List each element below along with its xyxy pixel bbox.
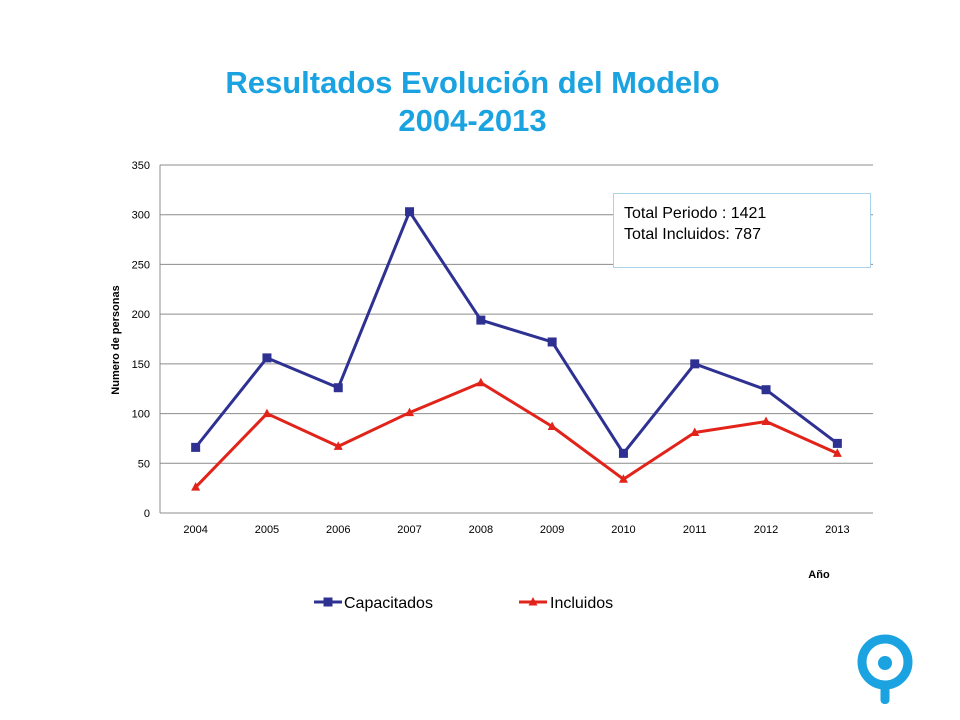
x-tick-label-2013: 2013 bbox=[825, 524, 849, 536]
x-tick-label-2011: 2011 bbox=[683, 524, 707, 536]
data-point-capacitados-2009 bbox=[547, 337, 557, 347]
x-tick-label-2012: 2012 bbox=[754, 524, 778, 536]
data-point-capacitados-2010 bbox=[618, 448, 628, 458]
series-line-capacitados bbox=[194, 210, 839, 455]
totals-info-box: Total Periodo : 1421 Total Incluidos: 78… bbox=[613, 193, 871, 268]
y-tick-label-100: 100 bbox=[132, 409, 150, 421]
series-line-incluidos bbox=[194, 381, 838, 489]
x-axis-label: Año bbox=[808, 569, 830, 581]
data-point-incluidos-2007 bbox=[405, 407, 415, 417]
total-incluidos-text: Total Incluidos: 787 bbox=[624, 226, 761, 243]
data-point-capacitados-2011 bbox=[690, 359, 700, 369]
chart-title-line-2: 2004-2013 bbox=[398, 103, 547, 138]
magnifier-person-icon bbox=[857, 634, 913, 704]
data-point-capacitados-2008 bbox=[476, 315, 486, 325]
x-tick-label-2004: 2004 bbox=[183, 524, 207, 536]
data-point-incluidos-2011 bbox=[690, 427, 700, 436]
y-tick-label-150: 150 bbox=[132, 359, 150, 371]
y-tick-label-50: 50 bbox=[138, 458, 150, 470]
legend-label-incluidos: Incluidos bbox=[550, 595, 613, 612]
x-tick-label-2005: 2005 bbox=[255, 524, 279, 536]
y-tick-label-300: 300 bbox=[132, 210, 150, 222]
data-point-capacitados-2005 bbox=[262, 353, 272, 363]
x-tick-label-2010: 2010 bbox=[611, 524, 635, 536]
data-point-incluidos-2004 bbox=[191, 482, 201, 491]
data-point-incluidos-2013 bbox=[832, 448, 842, 457]
data-point-capacitados-2006 bbox=[333, 383, 343, 393]
y-tick-label-200: 200 bbox=[132, 309, 150, 321]
legend-marker-incluidos bbox=[528, 597, 538, 606]
data-point-capacitados-2012 bbox=[761, 385, 771, 395]
x-tick-label-2008: 2008 bbox=[469, 524, 493, 536]
data-point-capacitados-2004 bbox=[191, 442, 201, 452]
data-point-incluidos-2006 bbox=[333, 441, 343, 450]
data-point-incluidos-2012 bbox=[761, 416, 771, 426]
chart-title: Resultados Evolución del Modelo 2004-201… bbox=[0, 64, 945, 140]
legend-label-capacitados: Capacitados bbox=[344, 595, 433, 612]
data-point-incluidos-2005 bbox=[262, 408, 272, 418]
chart-title-line-1: Resultados Evolución del Modelo bbox=[225, 65, 720, 100]
total-periodo-text: Total Periodo : 1421 bbox=[624, 205, 767, 222]
y-tick-label-350: 350 bbox=[132, 160, 150, 172]
x-tick-label-2009: 2009 bbox=[540, 524, 564, 536]
data-point-capacitados-2007 bbox=[405, 207, 415, 217]
data-point-incluidos-2010 bbox=[618, 474, 628, 483]
x-tick-label-2007: 2007 bbox=[397, 524, 421, 536]
legend-marker-capacitados bbox=[323, 597, 333, 607]
y-tick-label-250: 250 bbox=[132, 259, 150, 271]
data-point-incluidos-2008 bbox=[476, 377, 486, 387]
data-point-capacitados-2013 bbox=[832, 438, 842, 448]
y-axis-label: Numero de personas bbox=[110, 285, 122, 394]
data-point-incluidos-2009 bbox=[547, 421, 557, 430]
y-tick-label-0: 0 bbox=[144, 508, 150, 520]
x-tick-label-2006: 2006 bbox=[326, 524, 350, 536]
